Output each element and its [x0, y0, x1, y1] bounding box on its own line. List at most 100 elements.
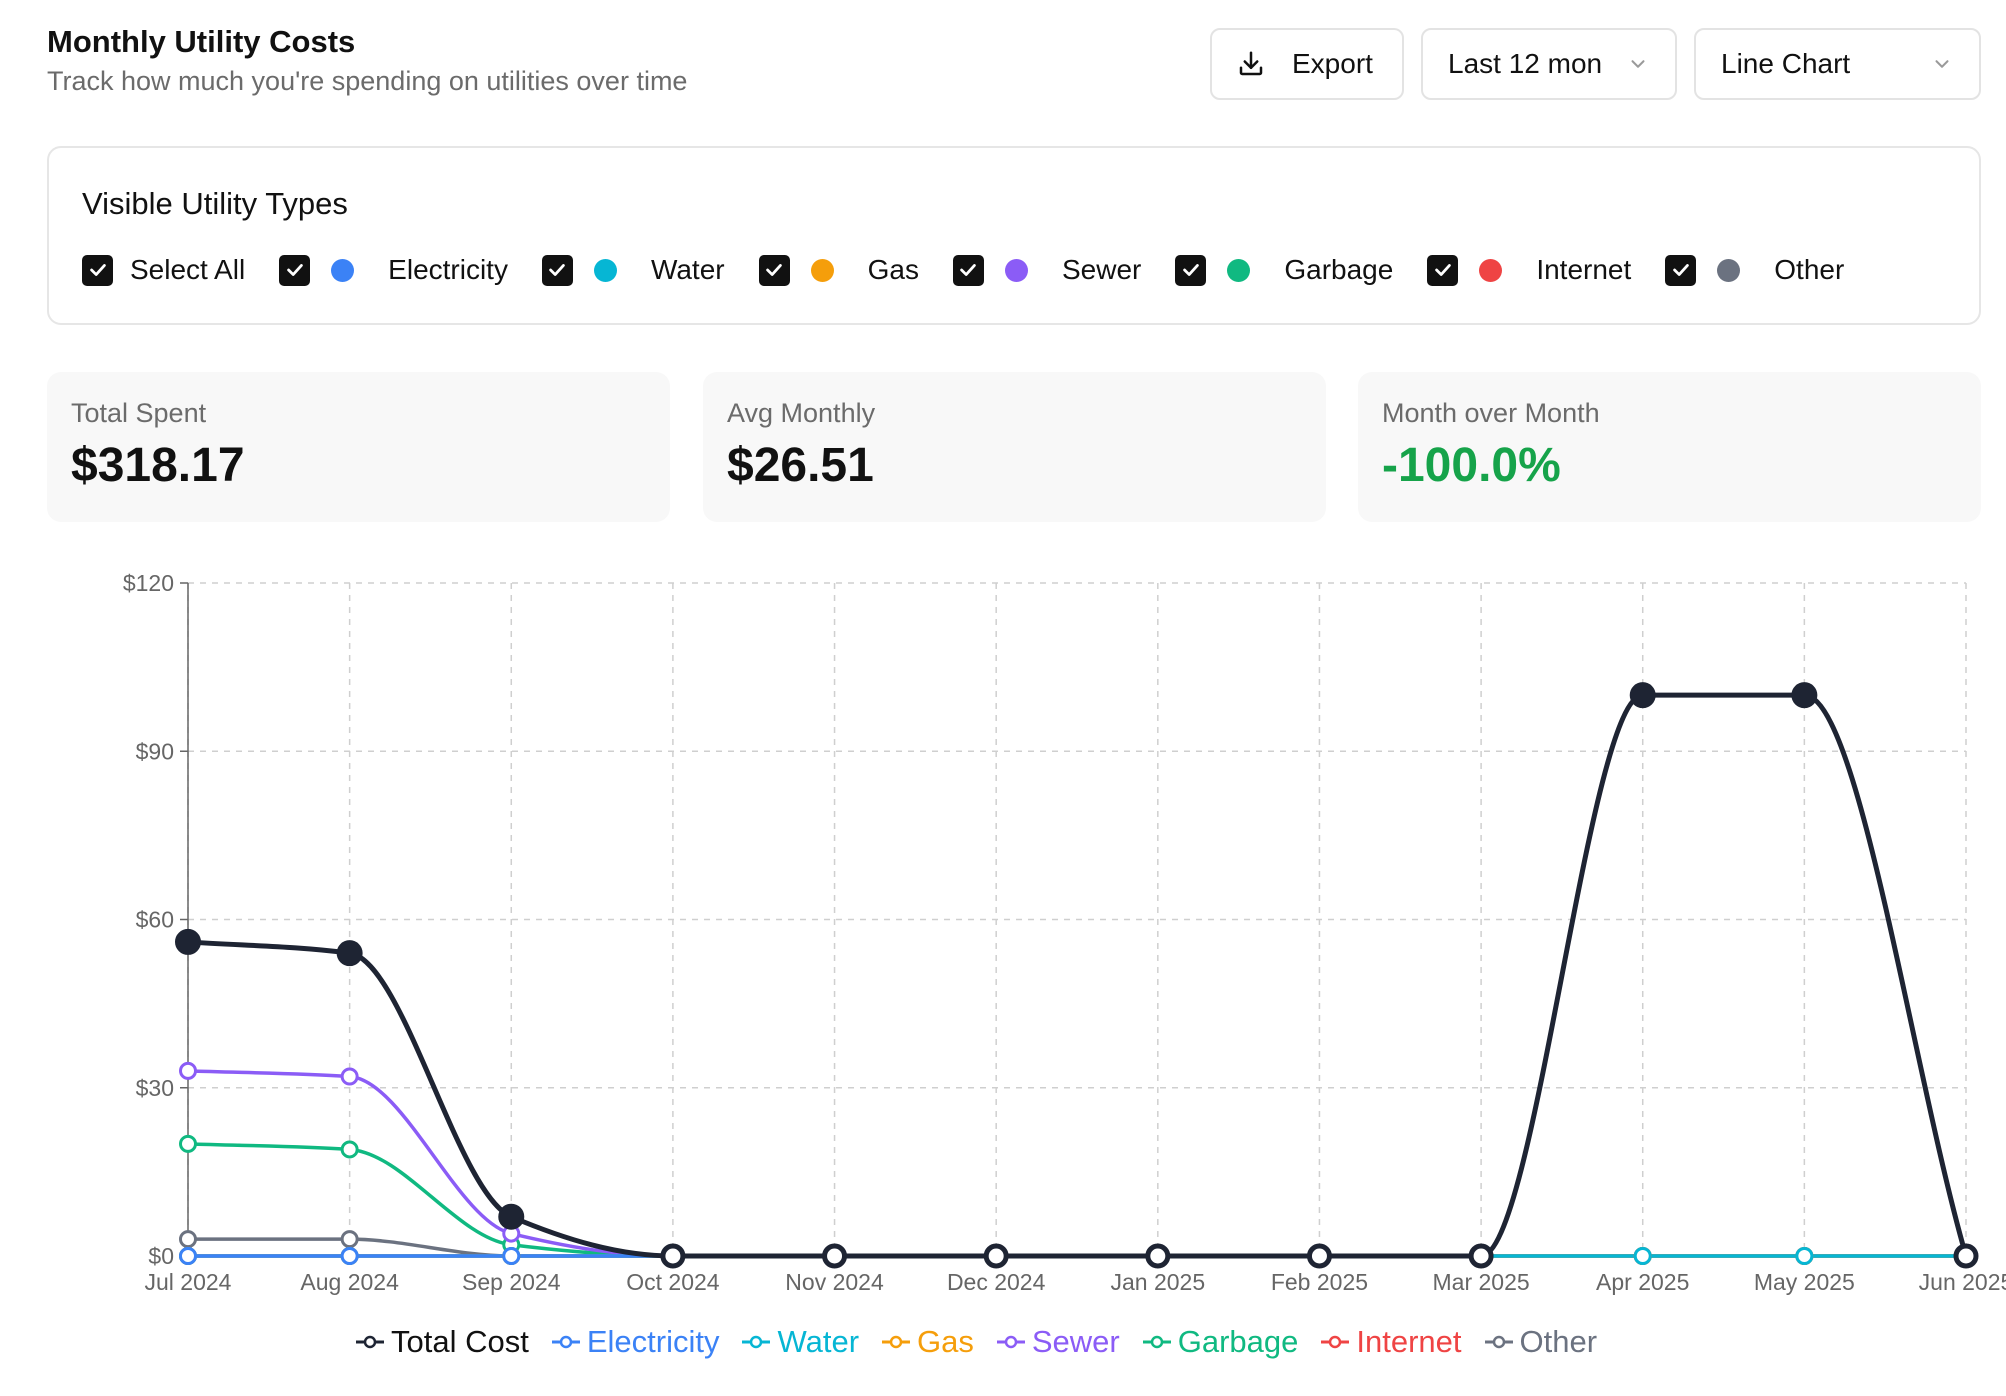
mom-label: Month over Month: [1382, 398, 1600, 428]
data-point-electricity: [179, 1247, 197, 1265]
data-point-sewer: [179, 1061, 197, 1080]
legend-line-icon: [1484, 1335, 1513, 1349]
data-point-water: [1633, 1247, 1652, 1265]
series-line-electricity: [188, 693, 1968, 1258]
x-tick-label: May 2025: [1754, 1269, 1855, 1295]
filter-checkbox[interactable]: [758, 254, 790, 286]
x-tick-label: Mar 2025: [1433, 1269, 1530, 1295]
x-tick-label: Nov 2024: [785, 1269, 884, 1295]
filter-item-garbage[interactable]: Garbage: [1175, 252, 1393, 288]
legend-line-icon: [1321, 1335, 1350, 1349]
legend-label: Internet: [1356, 1324, 1462, 1359]
legend-marker: [889, 1335, 903, 1349]
check-icon: [1672, 264, 1689, 276]
select-all-checkbox[interactable]: [82, 254, 113, 286]
legend-item[interactable]: Garbage: [1142, 1324, 1299, 1360]
filter-checkbox[interactable]: [279, 254, 311, 286]
legend-item[interactable]: Sewer: [996, 1324, 1120, 1360]
legend-marker: [1492, 1335, 1505, 1349]
data-point-total-cost: [1791, 682, 1818, 709]
filter-item-water[interactable]: Water: [541, 252, 725, 288]
color-swatch: [1717, 258, 1741, 282]
series-line-sewer: [187, 1069, 1966, 1258]
legend-line-icon: [551, 1335, 580, 1349]
x-tick-label: Jun 2025: [1919, 1269, 2006, 1295]
data-point-total-cost: [498, 1203, 525, 1230]
chart-type-select[interactable]: Line Chart: [1694, 28, 1981, 100]
data-point-total-cost: [1306, 1243, 1332, 1269]
data-point-electricity: [340, 1247, 359, 1265]
series-line-total-cost: [187, 692, 1969, 1259]
check-icon: [1435, 264, 1451, 276]
legend-label: Garbage: [1177, 1324, 1299, 1359]
x-tick-label: Dec 2024: [947, 1269, 1046, 1295]
avg-monthly-label: Avg Monthly: [727, 398, 876, 428]
legend-label: Electricity: [586, 1324, 720, 1359]
legend-item[interactable]: Other: [1484, 1324, 1597, 1360]
filter-item-gas[interactable]: Gas: [758, 252, 919, 288]
data-point-total-cost: [1629, 682, 1656, 709]
legend-item[interactable]: Electricity: [551, 1324, 720, 1360]
series-line-other: [188, 1237, 1966, 1258]
legend-line-icon: [356, 1335, 384, 1349]
color-swatch: [810, 258, 834, 282]
filter-checkbox[interactable]: [1175, 254, 1207, 286]
color-swatch: [331, 258, 355, 282]
legend-label: Total Cost: [391, 1324, 529, 1359]
date-range-select[interactable]: Last 12 mon: [1421, 28, 1677, 100]
filter-label: Sewer: [1061, 254, 1142, 285]
filter-item-sewer[interactable]: Sewer: [952, 252, 1142, 288]
legend-marker: [1004, 1335, 1018, 1349]
legend-item[interactable]: Gas: [881, 1324, 974, 1360]
filter-label: Water: [650, 254, 725, 285]
total-spent-value: $318.17: [71, 439, 245, 492]
chart-legend: Total Cost Electricity Water Gas Sewer Garbag…: [355, 1322, 1619, 1362]
filter-item-internet[interactable]: Internet: [1427, 252, 1631, 288]
legend-line-icon: [996, 1335, 1025, 1349]
chevron-down-icon: [1631, 60, 1645, 68]
data-point-electricity: [502, 1247, 521, 1265]
y-tick-label: $60: [136, 907, 174, 933]
filter-item-electricity[interactable]: Electricity: [279, 252, 508, 288]
data-point-other: [179, 1230, 197, 1249]
x-tick-label: Oct 2024: [626, 1269, 720, 1295]
legend-item[interactable]: Internet: [1320, 1324, 1462, 1360]
color-swatch: [1227, 258, 1251, 282]
data-point-garbage: [179, 1134, 197, 1153]
y-tick-label: $90: [136, 738, 174, 764]
color-swatch: [593, 258, 617, 282]
data-point-total-cost: [1145, 1243, 1171, 1269]
legend-line-icon: [742, 1335, 771, 1349]
data-point-sewer: [340, 1067, 359, 1086]
y-tick-label: $120: [123, 570, 174, 596]
utility-filter-panel: Visible Utility Types Select All Electri…: [47, 146, 1981, 325]
data-point-total-cost: [1468, 1243, 1494, 1269]
check-icon: [766, 264, 782, 276]
legend-item[interactable]: Total Cost: [355, 1324, 529, 1360]
legend-marker: [1150, 1335, 1163, 1349]
x-tick-label: Jan 2025: [1110, 1269, 1205, 1295]
select-all-filter[interactable]: Select All: [82, 252, 245, 288]
filter-item-other[interactable]: Other: [1665, 252, 1844, 288]
mom-value: -100.0%: [1382, 439, 1561, 492]
filter-checkbox[interactable]: [541, 254, 573, 286]
total-spent-card: Total Spent $318.17: [47, 372, 670, 522]
check-icon: [89, 264, 106, 276]
filter-label: Electricity: [388, 254, 508, 285]
filter-checkbox[interactable]: [952, 254, 984, 286]
series-points: [175, 682, 1979, 1269]
filter-label: Garbage: [1284, 254, 1394, 285]
x-tick-label: Apr 2025: [1596, 1269, 1689, 1295]
filter-checkbox[interactable]: [1427, 254, 1459, 286]
page-title: Monthly Utility Costs: [47, 24, 356, 59]
check-icon: [960, 264, 977, 276]
filter-label: Other: [1774, 254, 1845, 285]
legend-label: Gas: [917, 1324, 974, 1359]
legend-item[interactable]: Water: [741, 1324, 859, 1360]
chart-type-value: Line Chart: [1721, 48, 1851, 79]
data-point-total-cost: [1953, 1243, 1979, 1269]
date-range-value: Last 12 mon: [1448, 48, 1603, 79]
filter-checkbox[interactable]: [1665, 254, 1697, 286]
export-button[interactable]: Export: [1210, 28, 1404, 100]
filter-label: Gas: [867, 254, 919, 285]
